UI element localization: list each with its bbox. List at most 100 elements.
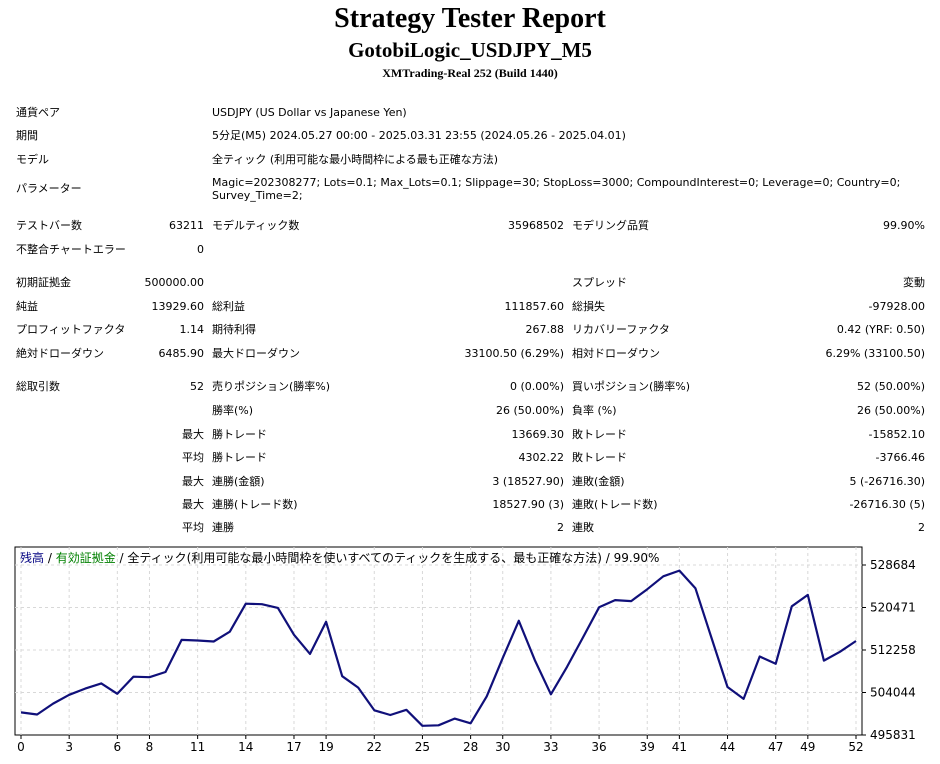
avg-word: 平均 — [182, 451, 204, 464]
lossrate-value: 26 (50.00%) — [856, 404, 925, 417]
x-tick-label: 28 — [463, 740, 478, 754]
cons-losses-label: 連敗(金額) — [572, 475, 625, 488]
x-tick-label: 47 — [768, 740, 783, 754]
x-tick-label: 17 — [286, 740, 301, 754]
deposit-value: 500000.00 — [144, 276, 205, 289]
x-tick-label: 0 — [17, 740, 25, 754]
report-title: Strategy Tester Report — [334, 3, 606, 34]
trades-value: 52 — [190, 380, 204, 393]
lossrate-label: 負率 (%) — [572, 404, 617, 417]
cons-loss-value: -26716.30 (5) — [849, 498, 925, 511]
legend-separator: / — [44, 551, 56, 565]
quality-label: モデリング品質 — [572, 219, 649, 232]
avg-win-label: 勝トレード — [212, 451, 267, 464]
legend-balance: 残高 — [20, 551, 45, 565]
y-tick-label: 528684 — [870, 558, 916, 572]
x-tick-label: 36 — [591, 740, 606, 754]
legend-description: / 全ティック(利用可能な最小時間枠を使いすべてのティックを生成する、最も正確な… — [115, 551, 660, 565]
expected-label: 期待利得 — [212, 323, 256, 336]
deposit-label: 初期証拠金 — [16, 276, 71, 289]
cons-losses-value: 5 (-26716.30) — [849, 475, 925, 488]
model-label: モデル — [16, 153, 49, 166]
period-label: 期間 — [16, 129, 38, 142]
y-tick-label: 520471 — [870, 600, 916, 614]
x-tick-label: 25 — [415, 740, 430, 754]
symbol-label: 通貨ペア — [16, 106, 60, 119]
winrate-value: 26 (50.00%) — [495, 404, 564, 417]
pf-value: 1.14 — [179, 323, 205, 336]
net-value: 13929.60 — [151, 300, 205, 313]
chart-legend: 残高 / 有効証拠金 / 全ティック(利用可能な最小時間枠を使いすべてのティック… — [20, 549, 659, 566]
long-label: 買いポジション(勝率%) — [572, 380, 691, 393]
avg-loss-value: -3766.46 — [875, 451, 925, 464]
rel-dd-label: 相対ドローダウン — [572, 347, 660, 360]
y-tick-label: 504044 — [870, 686, 916, 700]
y-tick-label: 512258 — [870, 643, 916, 657]
params-label: パラメーター — [16, 182, 82, 195]
x-tick-label: 6 — [114, 740, 122, 754]
max-word-3: 最大 — [182, 498, 204, 511]
symbol-value: USDJPY (US Dollar vs Japanese Yen) — [212, 106, 407, 119]
quality-value: 99.90% — [883, 219, 925, 232]
x-tick-label: 41 — [672, 740, 687, 754]
x-tick-label: 30 — [495, 740, 510, 754]
short-value: 0 (0.00%) — [509, 380, 564, 393]
x-tick-label: 52 — [848, 740, 863, 754]
mismatch-label: 不整合チャートエラー — [16, 243, 126, 256]
max-word-2: 最大 — [182, 475, 204, 488]
cons-profit-label: 連勝(トレード数) — [212, 498, 298, 511]
avg-cons-losses-value: 2 — [918, 521, 925, 534]
gross-loss-label: 総損失 — [572, 300, 605, 313]
max-win-label: 勝トレード — [212, 428, 267, 441]
cons-wins-value: 3 (18527.90) — [492, 475, 564, 488]
gross-profit-value: 111857.60 — [504, 300, 565, 313]
bars-value: 63211 — [169, 219, 204, 232]
avg-cons-wins-label: 連勝 — [212, 521, 234, 534]
recovery-label: リカバリーファクタ — [572, 323, 670, 336]
gross-profit-label: 総利益 — [212, 300, 245, 313]
max-loss-label: 敗トレード — [572, 428, 627, 441]
gross-loss-value: -97928.00 — [868, 300, 925, 313]
avg-word-2: 平均 — [182, 521, 204, 534]
max-win-value: 13669.30 — [511, 428, 565, 441]
max-dd-label: 最大ドローダウン — [212, 347, 300, 360]
x-tick-label: 44 — [720, 740, 735, 754]
spread-value: 変動 — [903, 276, 925, 289]
balance-line — [20, 569, 857, 727]
bars-label: テストバー数 — [16, 219, 82, 232]
x-tick-label: 11 — [190, 740, 205, 754]
long-value: 52 (50.00%) — [856, 380, 925, 393]
ticks-label: モデルティック数 — [212, 219, 300, 232]
avg-win-value: 4302.22 — [518, 451, 565, 464]
x-tick-label: 8 — [146, 740, 154, 754]
max-word: 最大 — [182, 428, 204, 441]
period-value: 5分足(M5) 2024.05.27 00:00 - 2025.03.31 23… — [212, 129, 626, 142]
trades-label: 総取引数 — [16, 380, 60, 393]
x-tick-label: 14 — [238, 740, 253, 754]
spread-label: スプレッド — [572, 276, 627, 289]
server-info: XMTrading-Real 252 (Build 1440) — [382, 66, 558, 80]
avg-cons-losses-label: 連敗 — [572, 521, 594, 534]
recovery-value: 0.42 (YRF: 0.50) — [836, 323, 925, 336]
params-line2: Survey_Time=2; — [212, 189, 303, 202]
cons-loss-label: 連敗(トレード数) — [572, 498, 658, 511]
y-tick-label: 495831 — [870, 728, 916, 742]
max-loss-value: -15852.10 — [868, 428, 925, 441]
pf-label: プロフィットファクタ — [16, 323, 126, 336]
x-tick-label: 33 — [543, 740, 558, 754]
report-subtitle: GotobiLogic_USDJPY_M5 — [348, 38, 592, 62]
avg-loss-label: 敗トレード — [572, 451, 627, 464]
x-tick-label: 22 — [367, 740, 382, 754]
cons-wins-label: 連勝(金額) — [212, 475, 265, 488]
legend-equity: 有効証拠金 — [55, 551, 116, 565]
x-tick-label: 3 — [65, 740, 73, 754]
winrate-label: 勝率(%) — [212, 404, 254, 417]
balance-chart: 528684 520471 512258 504044 495831 0 3 6 8 11 14 17… — [14, 546, 940, 764]
abs-dd-value: 6485.90 — [158, 347, 205, 360]
params-line1: Magic=202308277; Lots=0.1; Max_Lots=0.1;… — [212, 176, 901, 189]
avg-cons-wins-value: 2 — [557, 521, 564, 534]
model-value: 全ティック (利用可能な最小時間枠による最も正確な方法) — [212, 153, 499, 166]
rel-dd-value: 6.29% (33100.50) — [825, 347, 925, 360]
x-tick-label: 19 — [318, 740, 333, 754]
